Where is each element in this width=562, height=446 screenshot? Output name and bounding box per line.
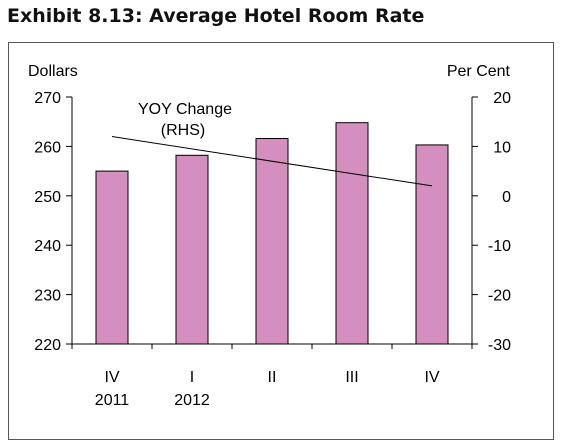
bar bbox=[255, 137, 289, 345]
right-tick-label: -20 bbox=[488, 288, 511, 305]
right-tick-label: -30 bbox=[488, 337, 511, 354]
bar bbox=[415, 144, 449, 345]
category-year-label: 2011 bbox=[95, 392, 130, 409]
chart-title: Exhibit 8.13: Average Hotel Room Rate bbox=[7, 5, 425, 27]
bar bbox=[175, 154, 209, 345]
bar bbox=[95, 170, 129, 345]
category-label: III bbox=[345, 369, 358, 386]
yoy-change-line bbox=[111, 136, 433, 187]
left-tick-label: 260 bbox=[34, 139, 61, 156]
left-tick-label: 250 bbox=[34, 189, 61, 206]
right-tick-label: 0 bbox=[502, 189, 511, 206]
bar bbox=[335, 122, 369, 345]
annotation-line-2: (RHS) bbox=[161, 122, 205, 139]
chart-frame bbox=[8, 42, 554, 440]
left-tick-label: 240 bbox=[34, 238, 61, 255]
left-tick-label: 270 bbox=[34, 90, 61, 107]
category-label: IV bbox=[424, 369, 439, 386]
right-tick-label: -10 bbox=[488, 238, 511, 255]
right-tick-label: 20 bbox=[493, 90, 511, 107]
annotation-line-1: YOY Change bbox=[138, 101, 232, 118]
category-label: II bbox=[268, 369, 277, 386]
right-tick-label: 10 bbox=[493, 139, 511, 156]
category-label: IV bbox=[104, 369, 119, 386]
category-year-label: 2012 bbox=[174, 392, 210, 409]
right-axis-label: Per Cent bbox=[447, 63, 511, 80]
left-tick-label: 230 bbox=[34, 288, 61, 305]
left-axis-label: Dollars bbox=[28, 63, 78, 80]
left-tick-label: 220 bbox=[34, 337, 61, 354]
category-label: I bbox=[190, 369, 194, 386]
